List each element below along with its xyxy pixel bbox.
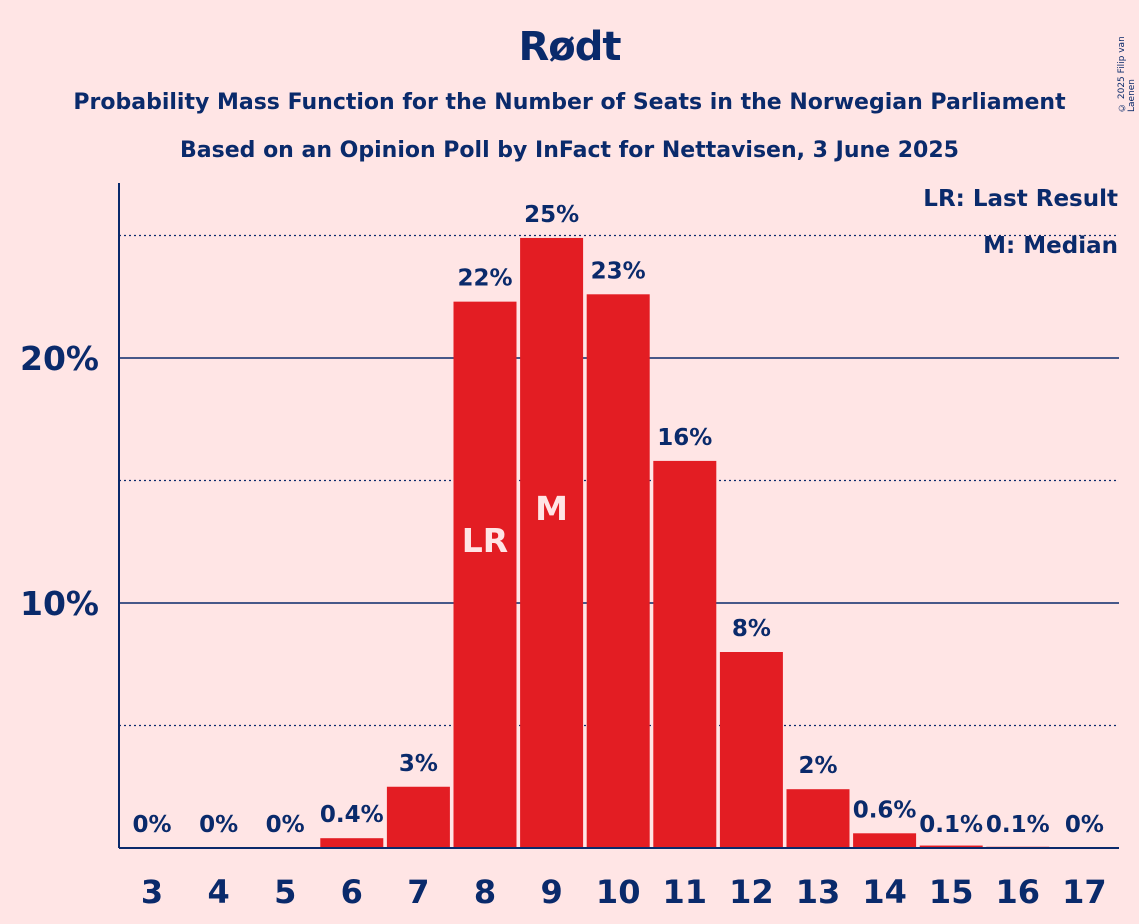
x-tick-label: 4 [207, 873, 229, 911]
x-tick-label: 11 [663, 873, 708, 911]
data-label: 0.4% [320, 802, 384, 828]
bar [520, 237, 584, 848]
bar [453, 301, 517, 848]
bar [719, 652, 783, 848]
x-tick-label: 3 [141, 873, 163, 911]
chart-subtitle-1: Probability Mass Function for the Number… [73, 90, 1066, 115]
bar [653, 460, 717, 848]
bar [919, 845, 983, 848]
data-label: 16% [657, 425, 712, 451]
data-label: 0.1% [986, 812, 1050, 838]
data-label: 0% [1065, 812, 1104, 838]
data-label: 0.1% [919, 812, 983, 838]
x-tick-label: 16 [996, 873, 1041, 911]
x-tick-label: 5 [274, 873, 296, 911]
data-label: 3% [399, 751, 438, 777]
data-label: 0% [132, 812, 171, 838]
data-label: 23% [591, 258, 646, 284]
x-tick-label: 17 [1062, 873, 1107, 911]
x-tick-label: 14 [862, 873, 907, 911]
bar [853, 833, 917, 848]
bar-marker-label: LR [462, 521, 508, 560]
data-label: 8% [732, 616, 771, 642]
x-tick-label: 12 [729, 873, 774, 911]
bar [786, 789, 850, 848]
data-label: 0% [266, 812, 305, 838]
legend-median: M: Median [983, 233, 1118, 259]
x-tick-label: 6 [341, 873, 363, 911]
x-tick-label: 7 [407, 873, 429, 911]
chart-title: Rødt [518, 24, 621, 70]
bar-marker-label: M [535, 489, 568, 528]
data-label: 2% [798, 753, 837, 779]
legend-last-result: LR: Last Result [923, 186, 1118, 212]
x-tick-label: 15 [929, 873, 974, 911]
chart-subtitle-2: Based on an Opinion Poll by InFact for N… [180, 138, 959, 163]
data-label: 25% [524, 202, 579, 228]
x-tick-label: 8 [474, 873, 496, 911]
x-tick-label: 10 [596, 873, 641, 911]
bar [386, 786, 450, 848]
data-label: 0.6% [853, 797, 917, 823]
x-tick-label: 9 [540, 873, 562, 911]
bar [586, 294, 650, 848]
y-tick-label: 10% [20, 584, 99, 623]
data-label: 0% [199, 812, 238, 838]
bar [320, 838, 384, 848]
data-label: 22% [457, 266, 512, 292]
x-tick-label: 13 [796, 873, 841, 911]
y-tick-label: 20% [20, 339, 99, 378]
